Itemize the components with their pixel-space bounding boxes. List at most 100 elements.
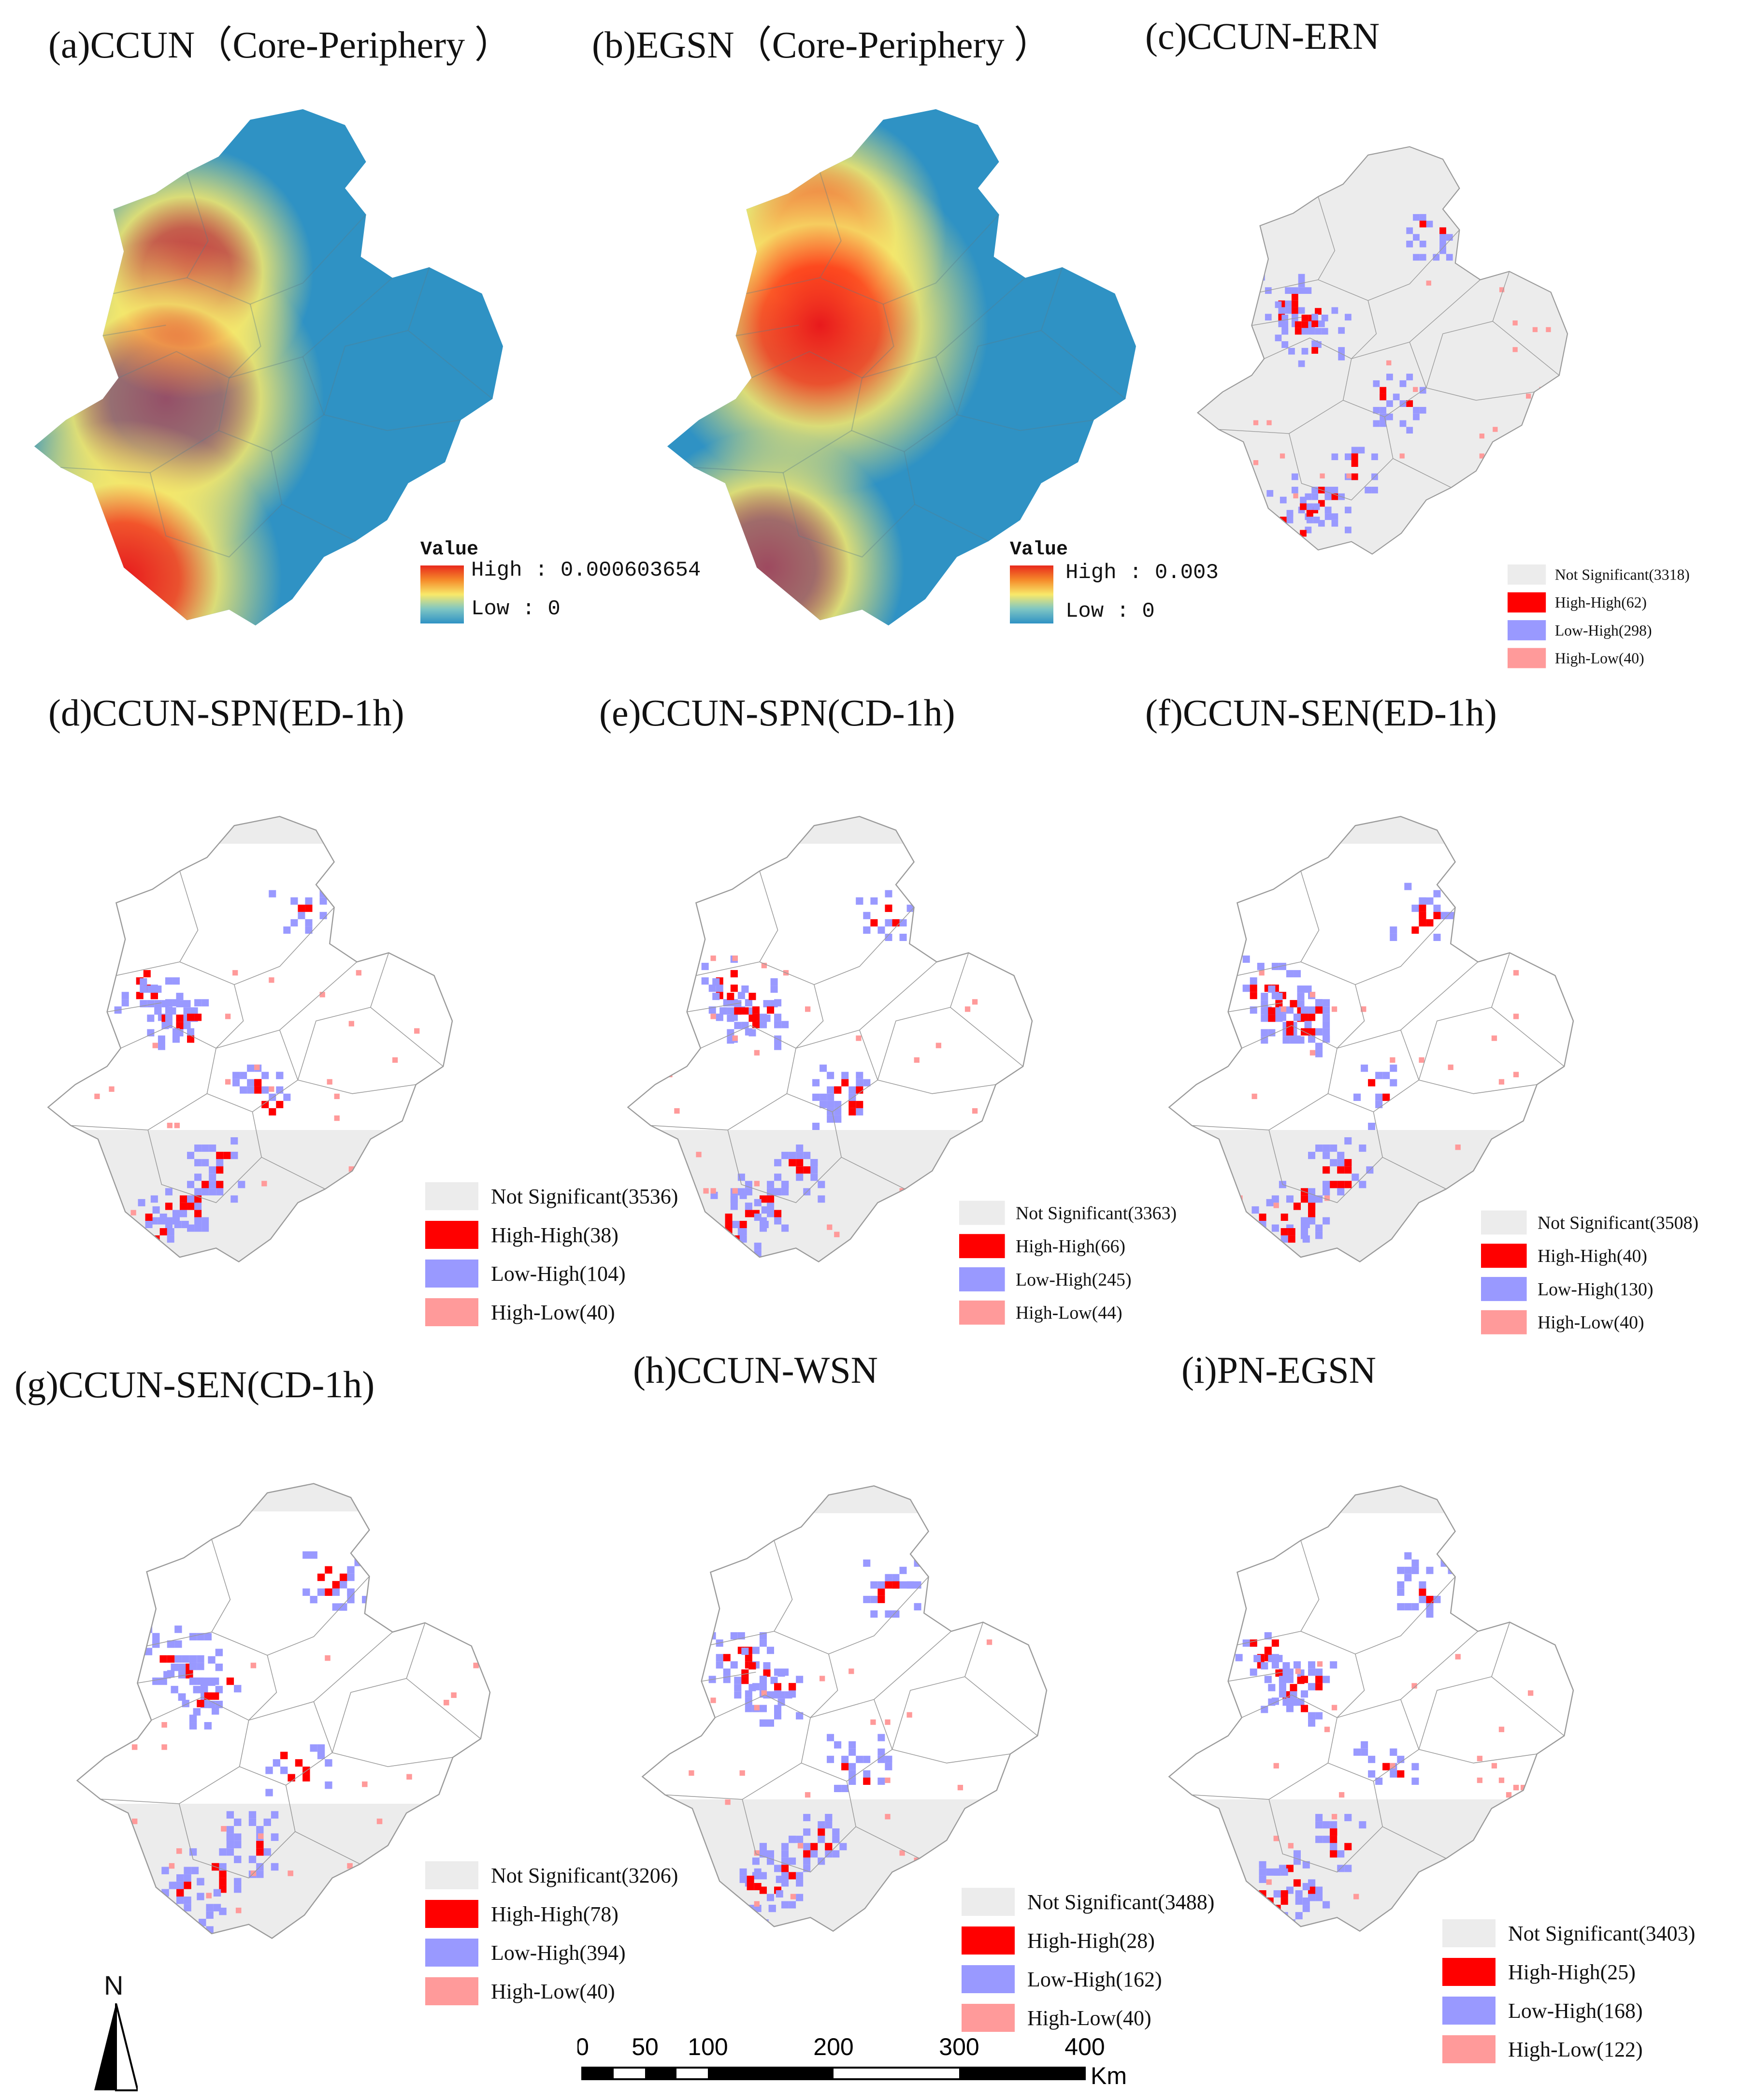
high-high-cell	[1301, 321, 1309, 328]
low-high-cell	[1375, 1072, 1383, 1079]
legend-label: High-High(66)	[1015, 1236, 1125, 1257]
low-high-cell	[150, 1195, 158, 1203]
high-low-cell	[827, 1224, 833, 1230]
boundary-line	[271, 451, 356, 542]
high-low-cell	[269, 1086, 274, 1092]
low-high-cell	[273, 1759, 281, 1767]
high-high-cell	[752, 1014, 760, 1021]
high-low-cell	[269, 977, 274, 983]
low-high-cell	[766, 1850, 774, 1858]
low-high-cell	[761, 1221, 769, 1229]
low-high-cell	[234, 1855, 242, 1863]
not-significant-area	[248, 1483, 370, 1512]
low-high-cell	[354, 1551, 362, 1559]
low-high-cell	[180, 1210, 187, 1217]
low-high-cell	[870, 1595, 878, 1603]
high-high-cell	[1291, 294, 1298, 301]
low-high-cell	[263, 1848, 271, 1856]
legend-item: Low-High(245)	[959, 1263, 1177, 1296]
high-low-cell	[1433, 1202, 1439, 1208]
high-low-cell	[1280, 453, 1285, 459]
not-significant-swatch	[1508, 564, 1546, 585]
north-label: N	[104, 1970, 124, 2000]
low-high-cell	[226, 1826, 234, 1834]
legend-item: Low-High(162)	[962, 1960, 1214, 1999]
high-high-cell	[176, 1022, 184, 1029]
low-high-cell	[1404, 1566, 1412, 1574]
high-low-cell	[1448, 1064, 1453, 1070]
high-low-cell	[820, 1676, 825, 1681]
high-high-swatch	[425, 1221, 478, 1249]
high-low-cell	[710, 1697, 716, 1703]
high-low-cell	[1479, 453, 1484, 459]
low-high-cell	[226, 1848, 234, 1856]
province-fill	[1197, 146, 1567, 554]
boundary-line	[211, 1539, 231, 1633]
high-high-cell	[725, 1235, 733, 1243]
high-high-cell	[1330, 1850, 1337, 1858]
low-high-cell	[165, 977, 173, 985]
low-high-cell	[1338, 347, 1345, 354]
high-low-cell	[1266, 1879, 1272, 1885]
low-high-cell	[818, 1195, 825, 1203]
low-high-cell	[1439, 247, 1446, 254]
high-high-cell	[834, 1086, 842, 1094]
low-high-cell	[1315, 1894, 1323, 1901]
high-high-cell	[803, 1166, 811, 1174]
legend-label: High-High(62)	[1554, 594, 1647, 611]
high-high-cell	[748, 993, 756, 1000]
legend-label: Low-High(130)	[1537, 1278, 1654, 1300]
high-low-cell	[754, 1181, 760, 1187]
low-high-cell	[921, 1552, 929, 1560]
high-high-cell	[1382, 1763, 1390, 1770]
low-high-cell	[248, 1818, 257, 1826]
low-high-cell	[1265, 314, 1272, 321]
high-low-cell	[87, 1064, 93, 1070]
high-high-cell	[1271, 1639, 1279, 1647]
low-high-cell	[761, 1206, 769, 1214]
low-high-cell	[194, 999, 202, 1007]
high-low-cell	[906, 1712, 912, 1718]
low-high-swatch	[1442, 1997, 1496, 2025]
low-high-cell	[1298, 274, 1305, 281]
boundary-line	[874, 1699, 1010, 1764]
boundary-line	[801, 1717, 892, 1782]
high-low-cell	[1293, 493, 1298, 499]
low-high-cell	[763, 1000, 771, 1008]
province-boundary	[47, 816, 453, 1263]
low-high-cell	[774, 1173, 782, 1181]
scale-tick-label: 0	[577, 2033, 589, 2060]
low-high-cell	[1448, 1559, 1455, 1567]
low-high-cell	[265, 1767, 273, 1774]
low-high-cell	[712, 978, 720, 986]
legend-item: Not Significant(3403)	[1442, 1914, 1695, 1953]
high-high-cell	[298, 904, 305, 912]
high-high-cell	[863, 1777, 871, 1785]
low-high-cell	[319, 897, 327, 905]
high-high-cell	[789, 1872, 796, 1880]
high-low-cell	[1512, 480, 1518, 485]
low-high-cell	[138, 1235, 145, 1243]
low-high-cell	[194, 1188, 202, 1196]
low-high-cell	[204, 1633, 212, 1641]
low-high-cell	[1311, 314, 1318, 321]
low-high-cell	[172, 977, 180, 985]
not-significant-swatch	[962, 1888, 1015, 1916]
low-high-cell	[810, 1850, 818, 1858]
low-high-cell	[1413, 254, 1420, 261]
high-high-cell	[180, 1195, 187, 1203]
low-high-cell	[774, 1159, 782, 1167]
high-high-cell	[1330, 1836, 1337, 1843]
high-high-cell	[1308, 1028, 1316, 1036]
low-high-cell	[1286, 1195, 1294, 1203]
low-high-cell	[1279, 1014, 1286, 1021]
high-low-cell	[1546, 327, 1551, 333]
high-high-cell	[856, 1101, 863, 1108]
high-low-cell	[1273, 1763, 1279, 1769]
high-low-cell	[339, 1900, 345, 1906]
map-legend: Not Significant(3536) High-High(38) Low-Hi…	[425, 1177, 678, 1332]
high-high-cell	[1344, 1843, 1352, 1851]
low-high-cell	[1344, 1137, 1352, 1145]
low-high-cell	[1308, 1894, 1316, 1901]
high-low-cell	[225, 1014, 231, 1019]
